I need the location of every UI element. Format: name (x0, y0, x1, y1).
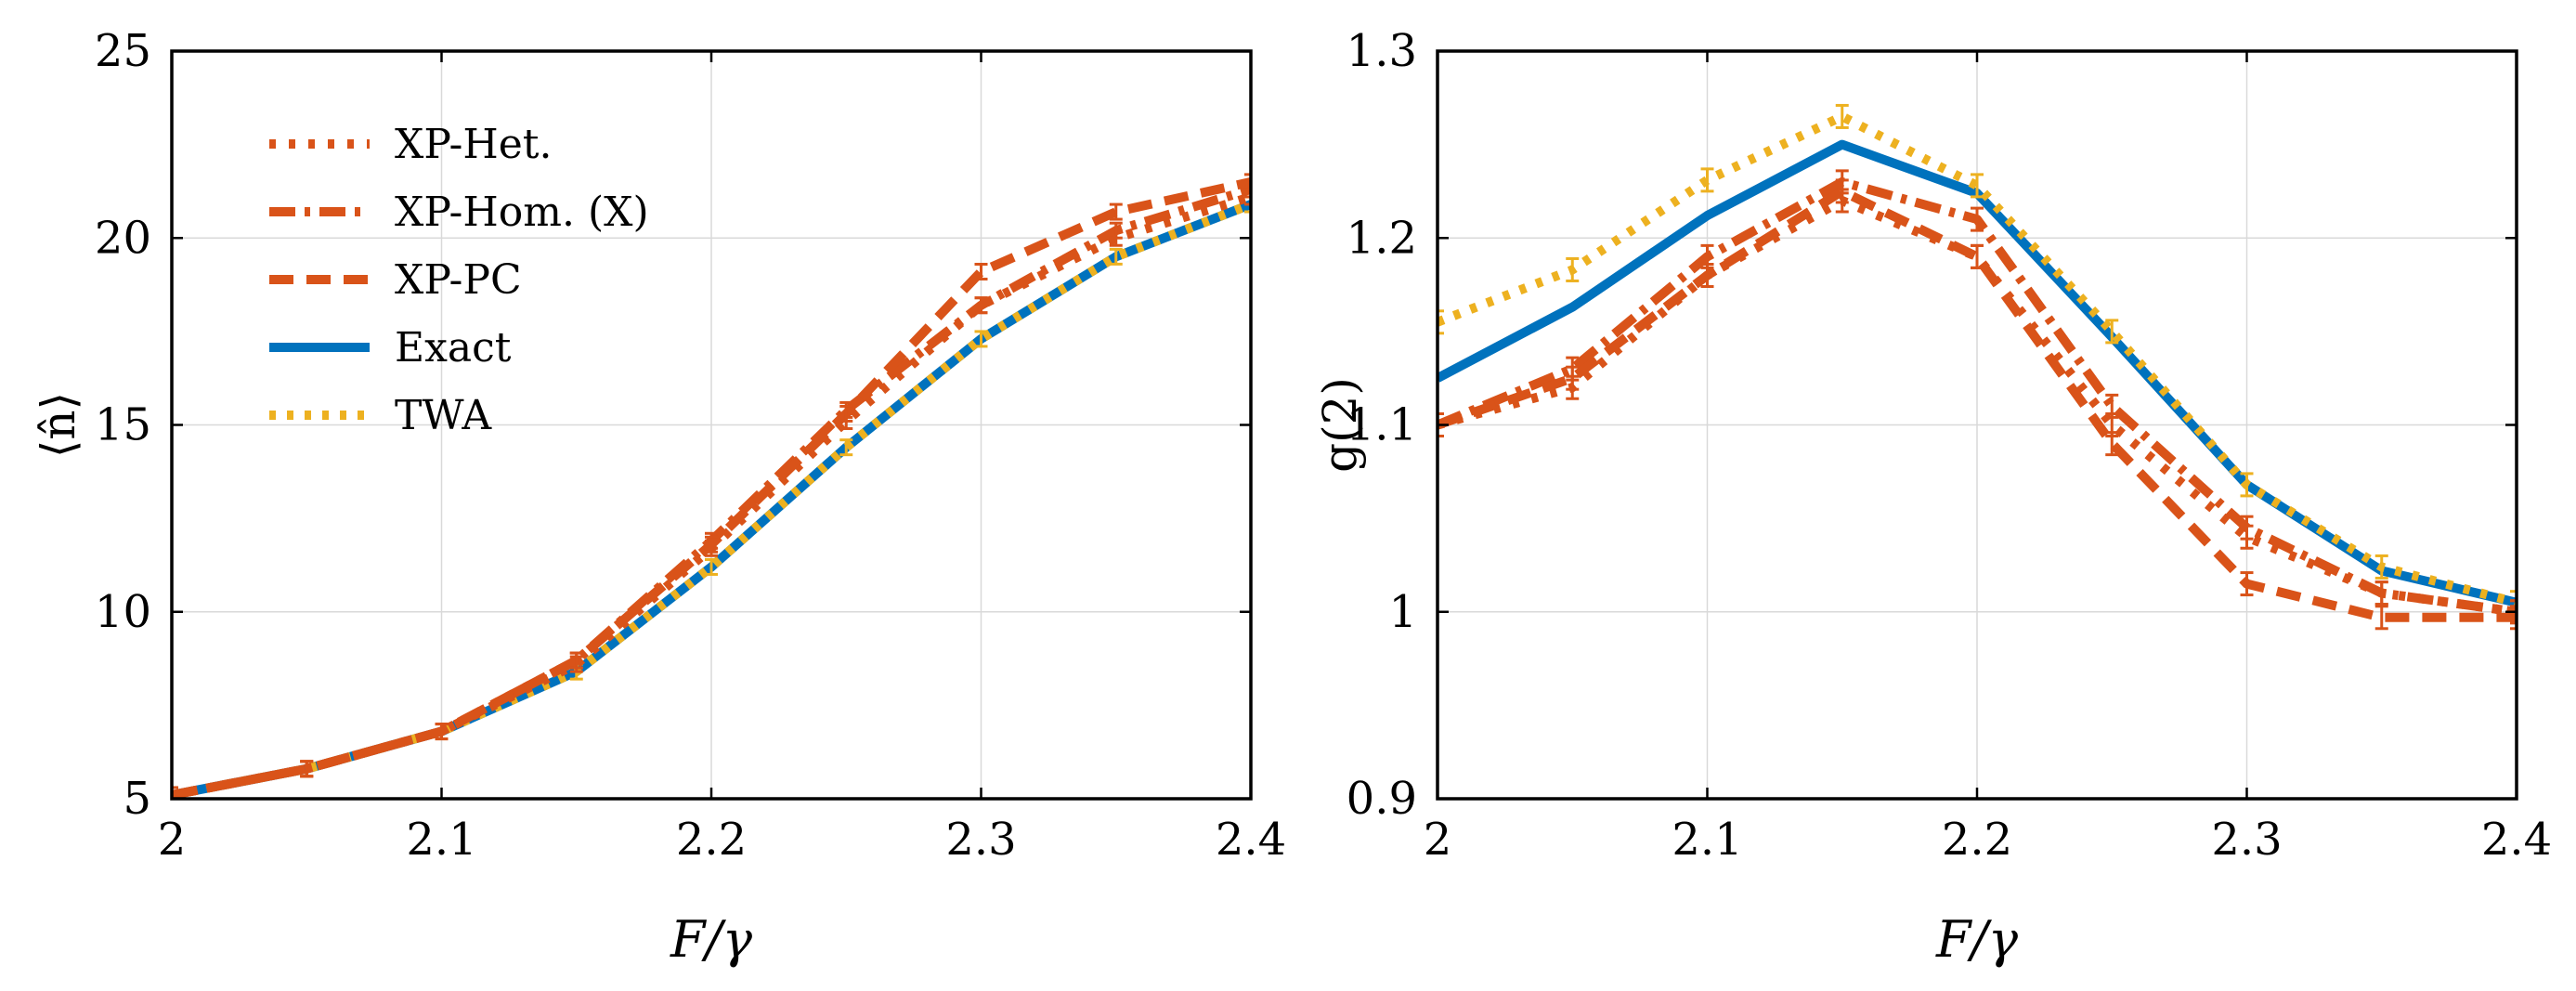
y-tick-label: 1.1 (1347, 399, 1417, 451)
y-tick-label: 20 (95, 212, 151, 264)
x-axis-label: F/γ (1935, 910, 2019, 969)
x-tick-label: 2.4 (1216, 814, 1286, 866)
y-tick-label: 1 (1388, 586, 1417, 638)
legend-label: XP-Hom. (X) (395, 189, 649, 236)
y-tick-label: 25 (95, 25, 151, 77)
legend-label: TWA (395, 392, 492, 439)
x-tick-label: 2.3 (2211, 814, 2282, 866)
legend-label: XP-Het. (395, 121, 552, 168)
x-tick-label: 2 (1424, 814, 1452, 866)
x-axis-label: F/γ (670, 910, 753, 969)
data-layer (172, 173, 1251, 799)
y-axis-label: g(2) (1313, 377, 1367, 473)
right-panel-g2: 2 2.1 2.2 2.3 2.4 0.9 1 1.1 1.2 1.3 F/γ g(2) (1313, 25, 2552, 969)
y-tick-label: 15 (95, 399, 151, 451)
x-tick-label: 2.1 (406, 814, 476, 866)
x-tick-label: 2.2 (1942, 814, 2012, 866)
y-tick-label: 1.2 (1347, 212, 1417, 264)
series-line-xp-pc (1438, 186, 2517, 622)
y-axis-label: ⟨n̂⟩ (32, 392, 85, 458)
x-tick-label: 2.2 (676, 814, 747, 866)
y-tick-label: 1.3 (1347, 25, 1417, 77)
x-tick-label: 2 (158, 814, 187, 866)
legend-label: Exact (395, 324, 512, 372)
y-tick-label: 10 (95, 586, 151, 638)
x-tick-label: 2.1 (1672, 814, 1742, 866)
left-panel-n-mean: 2 2.1 2.2 2.3 2.4510152025F/γ⟨n̂⟩XP-Het.XP-H… (32, 25, 1286, 969)
x-tick-label: 2.3 (945, 814, 1016, 866)
series-line-xp-het (1438, 196, 2517, 617)
legend-label: XP-PC (395, 256, 522, 304)
series-line-twa (1438, 111, 2517, 607)
y-tick-label: 5 (123, 773, 151, 825)
y-tick-label: 0.9 (1347, 773, 1417, 825)
x-tick-label: 2.4 (2481, 814, 2552, 866)
legend: XP-Het. XP-Hom. (X) XP-PC Exact TWA (269, 121, 649, 439)
data-layer (1438, 103, 2517, 631)
